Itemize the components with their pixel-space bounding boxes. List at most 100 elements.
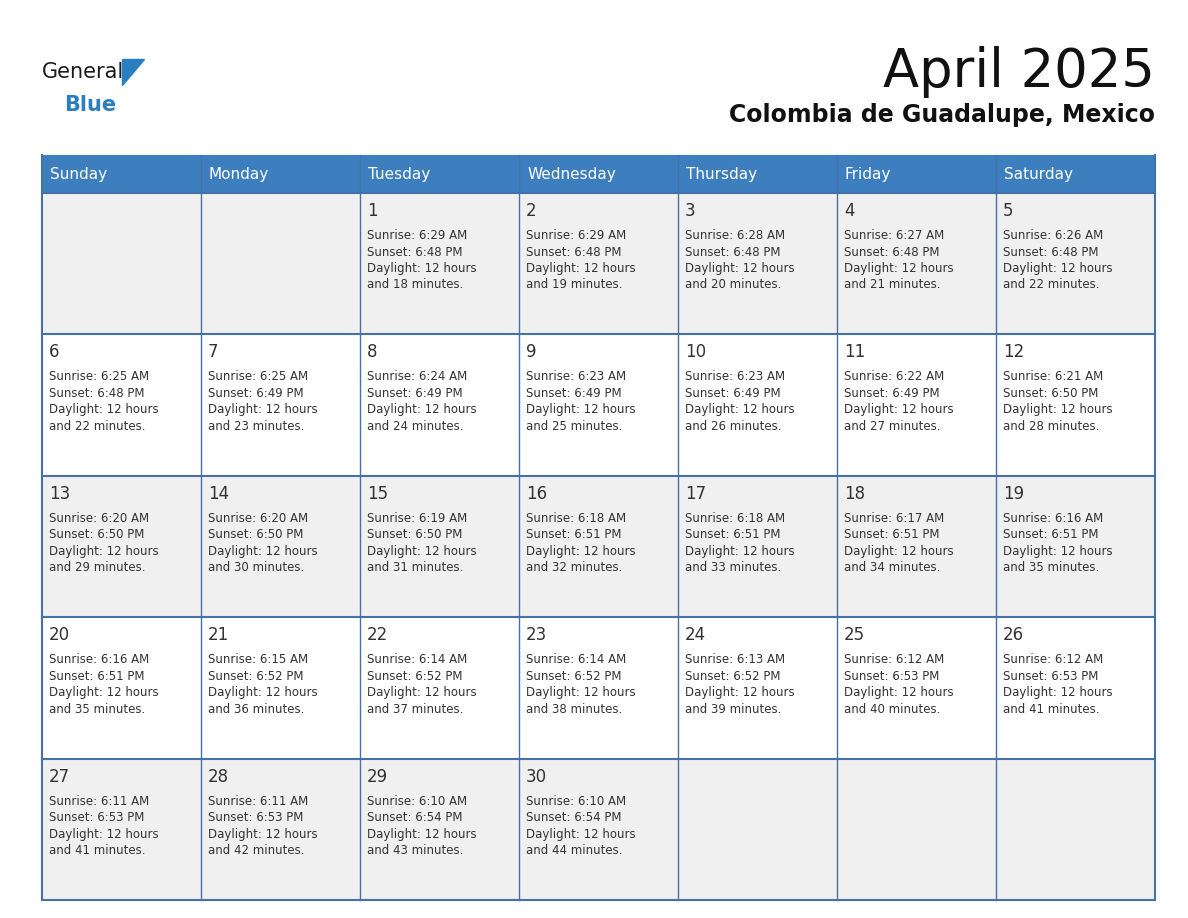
Text: Sunset: 6:50 PM: Sunset: 6:50 PM — [208, 528, 303, 542]
Text: Sunrise: 6:14 AM: Sunrise: 6:14 AM — [367, 654, 467, 666]
Text: and 19 minutes.: and 19 minutes. — [526, 278, 623, 292]
Text: Sunrise: 6:18 AM: Sunrise: 6:18 AM — [526, 512, 626, 525]
Text: Sunset: 6:53 PM: Sunset: 6:53 PM — [49, 812, 145, 824]
Bar — [42, 155, 1155, 193]
Text: Sunrise: 6:20 AM: Sunrise: 6:20 AM — [208, 512, 308, 525]
Text: Sunrise: 6:22 AM: Sunrise: 6:22 AM — [843, 370, 944, 384]
Text: Monday: Monday — [209, 166, 270, 182]
Text: Sunset: 6:51 PM: Sunset: 6:51 PM — [1003, 528, 1099, 542]
Text: 24: 24 — [685, 626, 706, 644]
Text: Sunrise: 6:27 AM: Sunrise: 6:27 AM — [843, 229, 944, 242]
Text: and 22 minutes.: and 22 minutes. — [49, 420, 145, 433]
Text: 1: 1 — [367, 202, 378, 220]
Text: 29: 29 — [367, 767, 388, 786]
Text: and 22 minutes.: and 22 minutes. — [1003, 278, 1100, 292]
Text: Sunset: 6:54 PM: Sunset: 6:54 PM — [367, 812, 462, 824]
Text: 10: 10 — [685, 343, 706, 362]
Text: Daylight: 12 hours: Daylight: 12 hours — [685, 403, 795, 417]
Text: 2: 2 — [526, 202, 537, 220]
Text: Sunset: 6:48 PM: Sunset: 6:48 PM — [526, 245, 621, 259]
Bar — [42, 193, 1155, 334]
Text: Sunset: 6:53 PM: Sunset: 6:53 PM — [208, 812, 303, 824]
Text: Daylight: 12 hours: Daylight: 12 hours — [526, 544, 636, 558]
Text: and 21 minutes.: and 21 minutes. — [843, 278, 941, 292]
Text: Sunrise: 6:17 AM: Sunrise: 6:17 AM — [843, 512, 944, 525]
Text: Sunset: 6:50 PM: Sunset: 6:50 PM — [49, 528, 145, 542]
Text: Sunset: 6:52 PM: Sunset: 6:52 PM — [685, 670, 781, 683]
Text: Sunset: 6:48 PM: Sunset: 6:48 PM — [49, 386, 145, 400]
Text: General: General — [42, 62, 125, 82]
Text: Daylight: 12 hours: Daylight: 12 hours — [843, 403, 954, 417]
Text: and 42 minutes.: and 42 minutes. — [208, 844, 304, 857]
Text: Sunset: 6:48 PM: Sunset: 6:48 PM — [685, 245, 781, 259]
Text: Saturday: Saturday — [1004, 166, 1073, 182]
Text: Sunday: Sunday — [50, 166, 107, 182]
Text: Blue: Blue — [64, 95, 116, 115]
Text: and 39 minutes.: and 39 minutes. — [685, 702, 782, 716]
Text: and 33 minutes.: and 33 minutes. — [685, 561, 782, 575]
Text: Daylight: 12 hours: Daylight: 12 hours — [843, 262, 954, 275]
Text: Sunrise: 6:12 AM: Sunrise: 6:12 AM — [843, 654, 944, 666]
Text: Daylight: 12 hours: Daylight: 12 hours — [367, 262, 476, 275]
Text: Daylight: 12 hours: Daylight: 12 hours — [685, 262, 795, 275]
Text: 6: 6 — [49, 343, 59, 362]
Text: Sunset: 6:53 PM: Sunset: 6:53 PM — [1003, 670, 1099, 683]
Text: Daylight: 12 hours: Daylight: 12 hours — [1003, 686, 1113, 700]
Text: Daylight: 12 hours: Daylight: 12 hours — [843, 544, 954, 558]
Text: Sunrise: 6:23 AM: Sunrise: 6:23 AM — [526, 370, 626, 384]
Text: and 29 minutes.: and 29 minutes. — [49, 561, 145, 575]
Text: and 35 minutes.: and 35 minutes. — [49, 702, 145, 716]
Text: and 25 minutes.: and 25 minutes. — [526, 420, 623, 433]
Text: Sunset: 6:54 PM: Sunset: 6:54 PM — [526, 812, 621, 824]
Text: Sunset: 6:52 PM: Sunset: 6:52 PM — [208, 670, 303, 683]
Text: 8: 8 — [367, 343, 378, 362]
Text: 16: 16 — [526, 485, 548, 503]
Text: and 37 minutes.: and 37 minutes. — [367, 702, 463, 716]
Text: Daylight: 12 hours: Daylight: 12 hours — [526, 262, 636, 275]
Text: Daylight: 12 hours: Daylight: 12 hours — [367, 403, 476, 417]
Text: and 28 minutes.: and 28 minutes. — [1003, 420, 1099, 433]
Text: Thursday: Thursday — [685, 166, 757, 182]
Text: 13: 13 — [49, 485, 70, 503]
Text: Sunrise: 6:12 AM: Sunrise: 6:12 AM — [1003, 654, 1104, 666]
Text: 28: 28 — [208, 767, 229, 786]
Text: Daylight: 12 hours: Daylight: 12 hours — [1003, 262, 1113, 275]
Text: Sunset: 6:53 PM: Sunset: 6:53 PM — [843, 670, 940, 683]
Text: 21: 21 — [208, 626, 229, 644]
Text: Sunset: 6:50 PM: Sunset: 6:50 PM — [367, 528, 462, 542]
Text: Daylight: 12 hours: Daylight: 12 hours — [1003, 544, 1113, 558]
Text: 4: 4 — [843, 202, 854, 220]
Text: Sunset: 6:51 PM: Sunset: 6:51 PM — [685, 528, 781, 542]
Text: Sunrise: 6:24 AM: Sunrise: 6:24 AM — [367, 370, 467, 384]
Text: Sunrise: 6:13 AM: Sunrise: 6:13 AM — [685, 654, 785, 666]
Text: April 2025: April 2025 — [883, 46, 1155, 98]
Text: Sunrise: 6:16 AM: Sunrise: 6:16 AM — [49, 654, 150, 666]
Text: Sunset: 6:48 PM: Sunset: 6:48 PM — [843, 245, 940, 259]
Text: and 26 minutes.: and 26 minutes. — [685, 420, 782, 433]
Text: Sunrise: 6:25 AM: Sunrise: 6:25 AM — [208, 370, 308, 384]
Text: and 38 minutes.: and 38 minutes. — [526, 702, 623, 716]
Text: Sunrise: 6:21 AM: Sunrise: 6:21 AM — [1003, 370, 1104, 384]
Text: Daylight: 12 hours: Daylight: 12 hours — [526, 828, 636, 841]
Bar — [42, 758, 1155, 900]
Text: Sunset: 6:51 PM: Sunset: 6:51 PM — [843, 528, 940, 542]
Text: and 43 minutes.: and 43 minutes. — [367, 844, 463, 857]
Text: 26: 26 — [1003, 626, 1024, 644]
Text: Daylight: 12 hours: Daylight: 12 hours — [685, 686, 795, 700]
Text: Sunset: 6:52 PM: Sunset: 6:52 PM — [367, 670, 462, 683]
Text: and 34 minutes.: and 34 minutes. — [843, 561, 941, 575]
Text: Sunrise: 6:28 AM: Sunrise: 6:28 AM — [685, 229, 785, 242]
Text: Sunrise: 6:29 AM: Sunrise: 6:29 AM — [526, 229, 626, 242]
Bar — [42, 476, 1155, 617]
Text: and 31 minutes.: and 31 minutes. — [367, 561, 463, 575]
Text: and 27 minutes.: and 27 minutes. — [843, 420, 941, 433]
Text: Daylight: 12 hours: Daylight: 12 hours — [49, 544, 159, 558]
Text: Daylight: 12 hours: Daylight: 12 hours — [367, 828, 476, 841]
Text: Sunrise: 6:26 AM: Sunrise: 6:26 AM — [1003, 229, 1104, 242]
Text: Daylight: 12 hours: Daylight: 12 hours — [526, 403, 636, 417]
Text: 17: 17 — [685, 485, 706, 503]
Text: Sunrise: 6:10 AM: Sunrise: 6:10 AM — [367, 795, 467, 808]
Text: 14: 14 — [208, 485, 229, 503]
Text: 15: 15 — [367, 485, 388, 503]
Text: 3: 3 — [685, 202, 696, 220]
